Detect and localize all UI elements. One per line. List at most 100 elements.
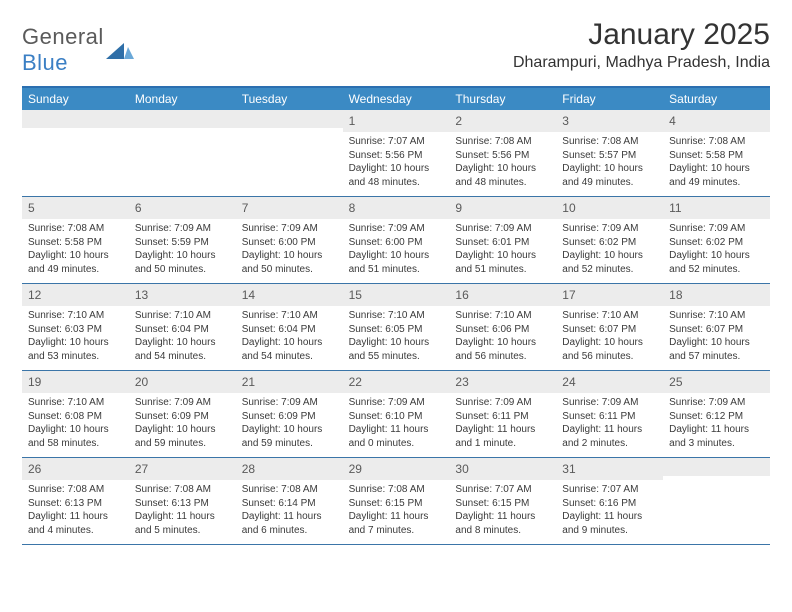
day-number-row: 29 [343, 458, 450, 480]
sunrise-line: Sunrise: 7:09 AM [562, 396, 657, 410]
day-number: 14 [242, 288, 255, 302]
day-cell: 14Sunrise: 7:10 AMSunset: 6:04 PMDayligh… [236, 284, 343, 370]
day-number-row: 22 [343, 371, 450, 393]
daylight-line: Daylight: 10 hours and 49 minutes. [562, 162, 657, 189]
day-number: 5 [28, 201, 35, 215]
sunrise-line: Sunrise: 7:09 AM [349, 396, 444, 410]
day-number-row: 7 [236, 197, 343, 219]
brand-mark-icon [106, 37, 134, 64]
daylight-line: Daylight: 10 hours and 52 minutes. [669, 249, 764, 276]
sunset-line: Sunset: 6:07 PM [669, 323, 764, 337]
day-number: 1 [349, 114, 356, 128]
day-number-row: 20 [129, 371, 236, 393]
sunset-line: Sunset: 6:13 PM [135, 497, 230, 511]
sunrise-line: Sunrise: 7:10 AM [28, 309, 123, 323]
daylight-line: Daylight: 10 hours and 53 minutes. [28, 336, 123, 363]
day-number: 4 [669, 114, 676, 128]
sunrise-line: Sunrise: 7:10 AM [135, 309, 230, 323]
sunset-line: Sunset: 6:15 PM [455, 497, 550, 511]
sunrise-line: Sunrise: 7:09 AM [455, 396, 550, 410]
sunset-line: Sunset: 6:12 PM [669, 410, 764, 424]
day-cell: 15Sunrise: 7:10 AMSunset: 6:05 PMDayligh… [343, 284, 450, 370]
daylight-line: Daylight: 10 hours and 55 minutes. [349, 336, 444, 363]
day-cell: 7Sunrise: 7:09 AMSunset: 6:00 PMDaylight… [236, 197, 343, 283]
day-details: Sunrise: 7:08 AMSunset: 6:13 PMDaylight:… [22, 480, 129, 543]
day-details: Sunrise: 7:09 AMSunset: 6:09 PMDaylight:… [236, 393, 343, 456]
day-number-row: 9 [449, 197, 556, 219]
day-cell: 6Sunrise: 7:09 AMSunset: 5:59 PMDaylight… [129, 197, 236, 283]
location: Dharampuri, Madhya Pradesh, India [513, 54, 770, 72]
day-details: Sunrise: 7:08 AMSunset: 5:58 PMDaylight:… [663, 132, 770, 195]
daylight-line: Daylight: 10 hours and 48 minutes. [455, 162, 550, 189]
daylight-line: Daylight: 10 hours and 48 minutes. [349, 162, 444, 189]
day-number: 7 [242, 201, 249, 215]
day-number-row: 27 [129, 458, 236, 480]
sunrise-line: Sunrise: 7:07 AM [349, 135, 444, 149]
day-cell: 31Sunrise: 7:07 AMSunset: 6:16 PMDayligh… [556, 458, 663, 544]
day-number-row: 8 [343, 197, 450, 219]
day-details: Sunrise: 7:10 AMSunset: 6:04 PMDaylight:… [129, 306, 236, 369]
sunset-line: Sunset: 6:14 PM [242, 497, 337, 511]
dow-thursday: Thursday [449, 88, 556, 110]
day-number-row: 6 [129, 197, 236, 219]
sunrise-line: Sunrise: 7:10 AM [455, 309, 550, 323]
weeks-container: 1 Sunrise: 7:07 AMSunset: 5:56 PMDaylight… [22, 110, 770, 545]
day-number: 22 [349, 375, 362, 389]
daylight-line: Daylight: 11 hours and 7 minutes. [349, 510, 444, 537]
daylight-line: Daylight: 11 hours and 8 minutes. [455, 510, 550, 537]
sunrise-line: Sunrise: 7:08 AM [242, 483, 337, 497]
day-number-row: 18 [663, 284, 770, 306]
day-number: 29 [349, 462, 362, 476]
day-number: 10 [562, 201, 575, 215]
day-cell: 22Sunrise: 7:09 AMSunset: 6:10 PMDayligh… [343, 371, 450, 457]
day-details: Sunrise: 7:09 AMSunset: 6:11 PMDaylight:… [449, 393, 556, 456]
day-number: 25 [669, 375, 682, 389]
day-details: Sunrise: 7:07 AMSunset: 5:56 PMDaylight:… [343, 132, 450, 195]
week-row: 26Sunrise: 7:08 AMSunset: 6:13 PMDayligh… [22, 458, 770, 545]
header: General Blue January 2025 Dharampuri, Ma… [22, 18, 770, 76]
week-row: 1 Sunrise: 7:07 AMSunset: 5:56 PMDaylight… [22, 110, 770, 197]
day-number: 2 [455, 114, 462, 128]
day-number: 8 [349, 201, 356, 215]
calendar: Sunday Monday Tuesday Wednesday Thursday… [22, 86, 770, 545]
day-number: 24 [562, 375, 575, 389]
day-number: 12 [28, 288, 41, 302]
day-number-row: 3 [556, 110, 663, 132]
sunset-line: Sunset: 6:09 PM [242, 410, 337, 424]
daylight-line: Daylight: 10 hours and 56 minutes. [562, 336, 657, 363]
day-details: Sunrise: 7:08 AMSunset: 5:58 PMDaylight:… [22, 219, 129, 282]
daylight-line: Daylight: 10 hours and 58 minutes. [28, 423, 123, 450]
day-cell: 11Sunrise: 7:09 AMSunset: 6:02 PMDayligh… [663, 197, 770, 283]
day-number: 9 [455, 201, 462, 215]
day-number: 26 [28, 462, 41, 476]
day-details: Sunrise: 7:09 AMSunset: 6:09 PMDaylight:… [129, 393, 236, 456]
daylight-line: Daylight: 11 hours and 4 minutes. [28, 510, 123, 537]
day-number-row: 17 [556, 284, 663, 306]
sunset-line: Sunset: 6:08 PM [28, 410, 123, 424]
sunset-line: Sunset: 6:04 PM [135, 323, 230, 337]
daylight-line: Daylight: 10 hours and 51 minutes. [349, 249, 444, 276]
day-details: Sunrise: 7:10 AMSunset: 6:08 PMDaylight:… [22, 393, 129, 456]
day-number: 3 [562, 114, 569, 128]
day-number-row: 19 [22, 371, 129, 393]
daylight-line: Daylight: 10 hours and 59 minutes. [135, 423, 230, 450]
daylight-line: Daylight: 10 hours and 54 minutes. [242, 336, 337, 363]
dow-friday: Friday [556, 88, 663, 110]
day-number: 23 [455, 375, 468, 389]
day-number-row [22, 110, 129, 128]
day-cell: 26 Sunrise: 7:08 AMSunset: 6:13 PMDayligh… [22, 458, 129, 544]
day-number: 6 [135, 201, 142, 215]
day-cell: 5 Sunrise: 7:08 AMSunset: 5:58 PMDaylight… [22, 197, 129, 283]
brand-word-2: Blue [22, 50, 68, 75]
week-row: 19Sunrise: 7:10 AMSunset: 6:08 PMDayligh… [22, 371, 770, 458]
day-cell: 24Sunrise: 7:09 AMSunset: 6:11 PMDayligh… [556, 371, 663, 457]
sunset-line: Sunset: 6:02 PM [669, 236, 764, 250]
day-cell: 16Sunrise: 7:10 AMSunset: 6:06 PMDayligh… [449, 284, 556, 370]
sunrise-line: Sunrise: 7:08 AM [28, 483, 123, 497]
day-number: 17 [562, 288, 575, 302]
day-details: Sunrise: 7:07 AMSunset: 6:16 PMDaylight:… [556, 480, 663, 543]
day-number: 18 [669, 288, 682, 302]
dow-header-row: Sunday Monday Tuesday Wednesday Thursday… [22, 88, 770, 110]
day-cell: 29Sunrise: 7:08 AMSunset: 6:15 PMDayligh… [343, 458, 450, 544]
sunset-line: Sunset: 6:13 PM [28, 497, 123, 511]
